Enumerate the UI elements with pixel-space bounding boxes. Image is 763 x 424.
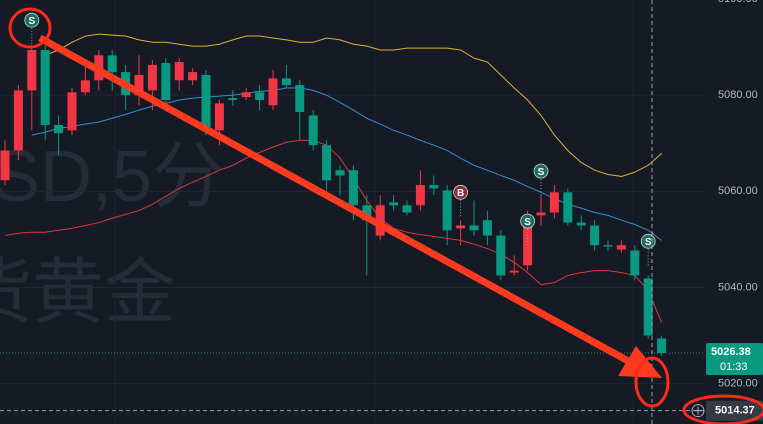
candle-body: [134, 74, 144, 96]
candle-body: [496, 235, 506, 276]
marker-label: S: [28, 16, 35, 27]
crosshair-label: 5014.37: [715, 405, 755, 417]
candle-body: [147, 64, 157, 91]
y-tick-label: 5080.00: [718, 89, 758, 101]
last-price-tag: [706, 342, 763, 375]
candle-body: [308, 115, 318, 146]
annotation-circle: [682, 394, 763, 424]
candle-body: [603, 245, 613, 247]
crosshair-tag: [706, 400, 763, 421]
annotation-circle: [8, 7, 52, 49]
candle-body: [201, 74, 211, 131]
candle-body: [643, 278, 653, 336]
candle-body: [348, 170, 358, 206]
crosshair-plus: [694, 406, 702, 415]
candle-body: [0, 150, 10, 181]
candle-body: [27, 49, 37, 91]
marker-label: S: [538, 167, 545, 178]
annotation-arrow: [38, 34, 632, 366]
candle-body: [281, 78, 291, 86]
annotation-arrowhead: [618, 346, 662, 378]
marker-label: B: [457, 188, 464, 199]
candle-body: [335, 170, 345, 176]
candle-body: [657, 338, 667, 353]
marker: [533, 163, 549, 179]
candle-body: [214, 103, 224, 131]
candle-body: [322, 145, 332, 181]
candle-body: [429, 185, 439, 189]
candle-body: [549, 192, 559, 213]
marker: [24, 12, 40, 28]
candle-body: [40, 49, 50, 125]
countdown: 01:33: [720, 361, 748, 373]
candle-body: [54, 124, 64, 134]
candle-body: [255, 92, 265, 100]
watermark: SD,5分: [0, 137, 224, 217]
y-tick-label: 5100.00: [718, 0, 758, 5]
candle-body: [456, 225, 466, 229]
marker: [520, 213, 535, 229]
candle-body: [295, 85, 305, 113]
candle-body: [188, 72, 198, 81]
band-line: [4, 139, 663, 323]
candle-body: [80, 80, 90, 93]
candle-body: [389, 202, 399, 206]
candle-body: [536, 212, 546, 216]
y-tick-label: 5040.00: [718, 281, 758, 293]
band-line: [45, 33, 662, 177]
candle-body: [616, 245, 626, 250]
y-tick-label: 5060.00: [718, 185, 758, 197]
candle-body: [590, 225, 600, 246]
candle-body: [482, 220, 492, 236]
annotation-circle: [634, 356, 670, 408]
marker: [453, 184, 469, 200]
candle-body: [268, 78, 278, 106]
candle-body: [523, 215, 533, 266]
candle-body: [174, 62, 184, 81]
candle-body: [630, 250, 640, 276]
candle-body: [469, 225, 479, 231]
marker-label: S: [645, 237, 652, 248]
candle-body: [375, 205, 385, 236]
watermark: 货黄金: [0, 253, 176, 333]
candle-body: [228, 98, 238, 100]
candle-body: [13, 90, 23, 151]
last-price-label: 5026.38: [711, 346, 751, 358]
candle-body: [509, 270, 519, 273]
crosshair-plus: [691, 404, 705, 418]
candle-body: [241, 92, 251, 98]
y-tick-label: 5020.00: [718, 378, 758, 390]
candle-body: [576, 222, 586, 226]
marker: [640, 233, 656, 249]
candle-body: [67, 92, 77, 131]
candle-body: [415, 185, 425, 206]
candle-body: [161, 62, 171, 100]
candle-body: [402, 205, 412, 213]
candle-body: [362, 205, 372, 221]
candle-body: [563, 192, 573, 223]
candle-body: [442, 190, 452, 231]
candle-body: [107, 55, 117, 73]
marker-label: S: [524, 217, 531, 228]
